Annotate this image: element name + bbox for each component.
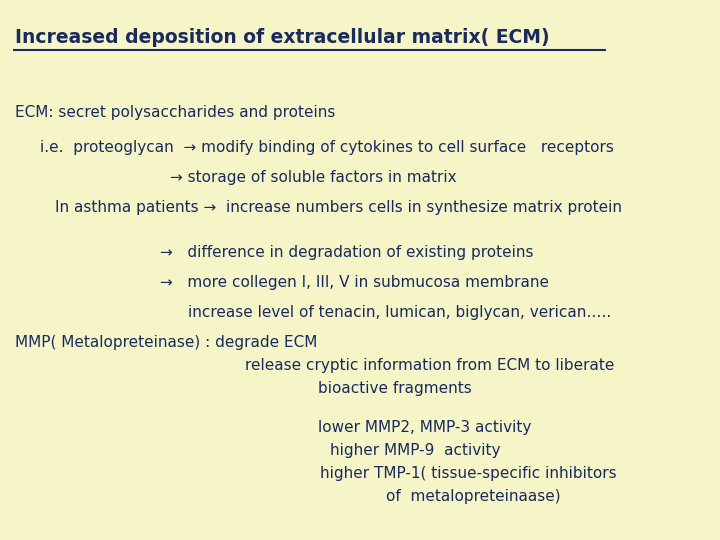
- Text: bioactive fragments: bioactive fragments: [318, 381, 472, 396]
- Text: higher TMP-1( tissue-specific inhibitors: higher TMP-1( tissue-specific inhibitors: [320, 466, 616, 481]
- Text: → storage of soluble factors in matrix: → storage of soluble factors in matrix: [170, 170, 456, 185]
- Text: of  metalopreteinaase): of metalopreteinaase): [386, 489, 561, 504]
- Text: MMP( Metalopreteinase) : degrade ECM: MMP( Metalopreteinase) : degrade ECM: [15, 335, 318, 350]
- Text: →   difference in degradation of existing proteins: → difference in degradation of existing …: [160, 245, 534, 260]
- Text: release cryptic information from ECM to liberate: release cryptic information from ECM to …: [245, 358, 614, 373]
- Text: In asthma patients →  increase numbers cells in synthesize matrix protein: In asthma patients → increase numbers ce…: [55, 200, 622, 215]
- Text: i.e.  proteoglycan  → modify binding of cytokines to cell surface   receptors: i.e. proteoglycan → modify binding of cy…: [40, 140, 614, 155]
- Text: lower MMP2, MMP-3 activity: lower MMP2, MMP-3 activity: [318, 420, 531, 435]
- Text: →   more collegen I, III, V in submucosa membrane: → more collegen I, III, V in submucosa m…: [160, 275, 549, 290]
- Text: ECM: secret polysaccharides and proteins: ECM: secret polysaccharides and proteins: [15, 105, 336, 120]
- Text: higher MMP-9  activity: higher MMP-9 activity: [330, 443, 500, 458]
- Text: increase level of tenacin, lumican, biglycan, verican…..: increase level of tenacin, lumican, bigl…: [188, 305, 611, 320]
- Text: Increased deposition of extracellular matrix( ECM): Increased deposition of extracellular ma…: [15, 28, 549, 47]
